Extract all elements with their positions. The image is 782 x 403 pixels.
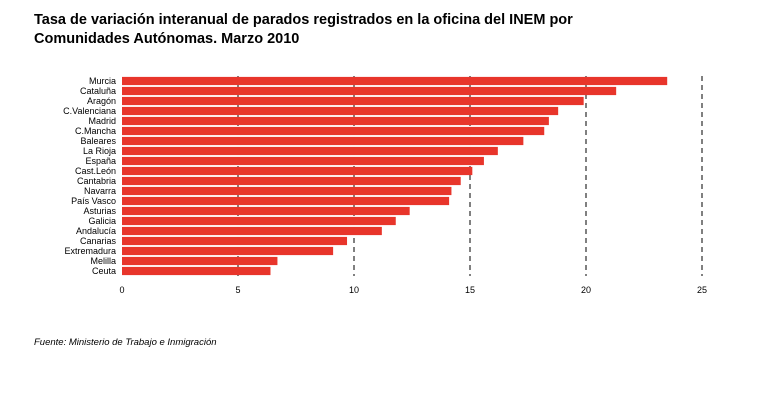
bars [122, 76, 668, 276]
category-label-1: Cataluña [80, 86, 116, 96]
bar-8 [122, 156, 484, 166]
x-tick-label-5: 5 [235, 285, 240, 295]
category-label-4: Madrid [88, 116, 116, 126]
category-label-19: Ceuta [92, 266, 116, 276]
bar-15 [122, 226, 382, 236]
grid-lines [237, 76, 703, 276]
bar-4 [122, 116, 549, 126]
category-label-7: La Rioja [83, 146, 116, 156]
x-tick-label-0: 0 [119, 285, 124, 295]
chart-title-line-1: Tasa de variación interanual de parados … [34, 12, 573, 28]
category-label-5: C.Mancha [75, 126, 116, 136]
category-label-8: España [85, 156, 116, 166]
x-tick-label-15: 15 [465, 285, 475, 295]
category-label-18: Melilla [90, 256, 116, 266]
x-axis-ticks: 0 5 10 15 20 25 [119, 285, 707, 295]
category-label-15: Andalucía [76, 226, 116, 236]
source-note: Fuente: Ministerio de Trabajo e Inmigrac… [34, 337, 217, 348]
bar-5 [122, 126, 545, 136]
bar-3 [122, 106, 559, 116]
bar-10 [122, 176, 461, 186]
category-label-9: Cast.León [75, 166, 116, 176]
bar-12 [122, 196, 450, 206]
bar-9 [122, 166, 473, 176]
bar-16 [122, 236, 348, 246]
category-label-3: C.Valenciana [63, 106, 116, 116]
x-tick-label-20: 20 [581, 285, 591, 295]
bar-1 [122, 86, 617, 96]
bar-18 [122, 256, 278, 266]
x-tick-label-25: 25 [697, 285, 707, 295]
bar-17 [122, 246, 334, 256]
bar-7 [122, 146, 498, 156]
category-label-16: Canarias [80, 236, 117, 246]
chart-title-line-2: Comunidades Autónomas. Marzo 2010 [34, 31, 300, 47]
bar-0 [122, 76, 668, 86]
bar-14 [122, 216, 396, 226]
x-tick-label-10: 10 [349, 285, 359, 295]
bar-2 [122, 96, 584, 106]
category-label-14: Galicia [88, 216, 116, 226]
category-label-0: Murcia [89, 76, 116, 86]
category-label-11: Navarra [84, 186, 116, 196]
bar-13 [122, 206, 410, 216]
bar-11 [122, 186, 452, 196]
category-label-17: Extremadura [64, 246, 116, 256]
category-label-6: Baleares [80, 136, 116, 146]
category-labels: MurciaCataluñaAragónC.ValencianaMadridC.… [63, 76, 116, 276]
bar-6 [122, 136, 524, 146]
category-label-13: Asturias [83, 206, 116, 216]
chart-title: Tasa de variación interanual de parados … [34, 11, 654, 49]
category-label-12: País Vasco [71, 196, 116, 206]
bar-19 [122, 266, 271, 276]
category-label-10: Cantabria [77, 176, 116, 186]
category-label-2: Aragón [87, 96, 116, 106]
